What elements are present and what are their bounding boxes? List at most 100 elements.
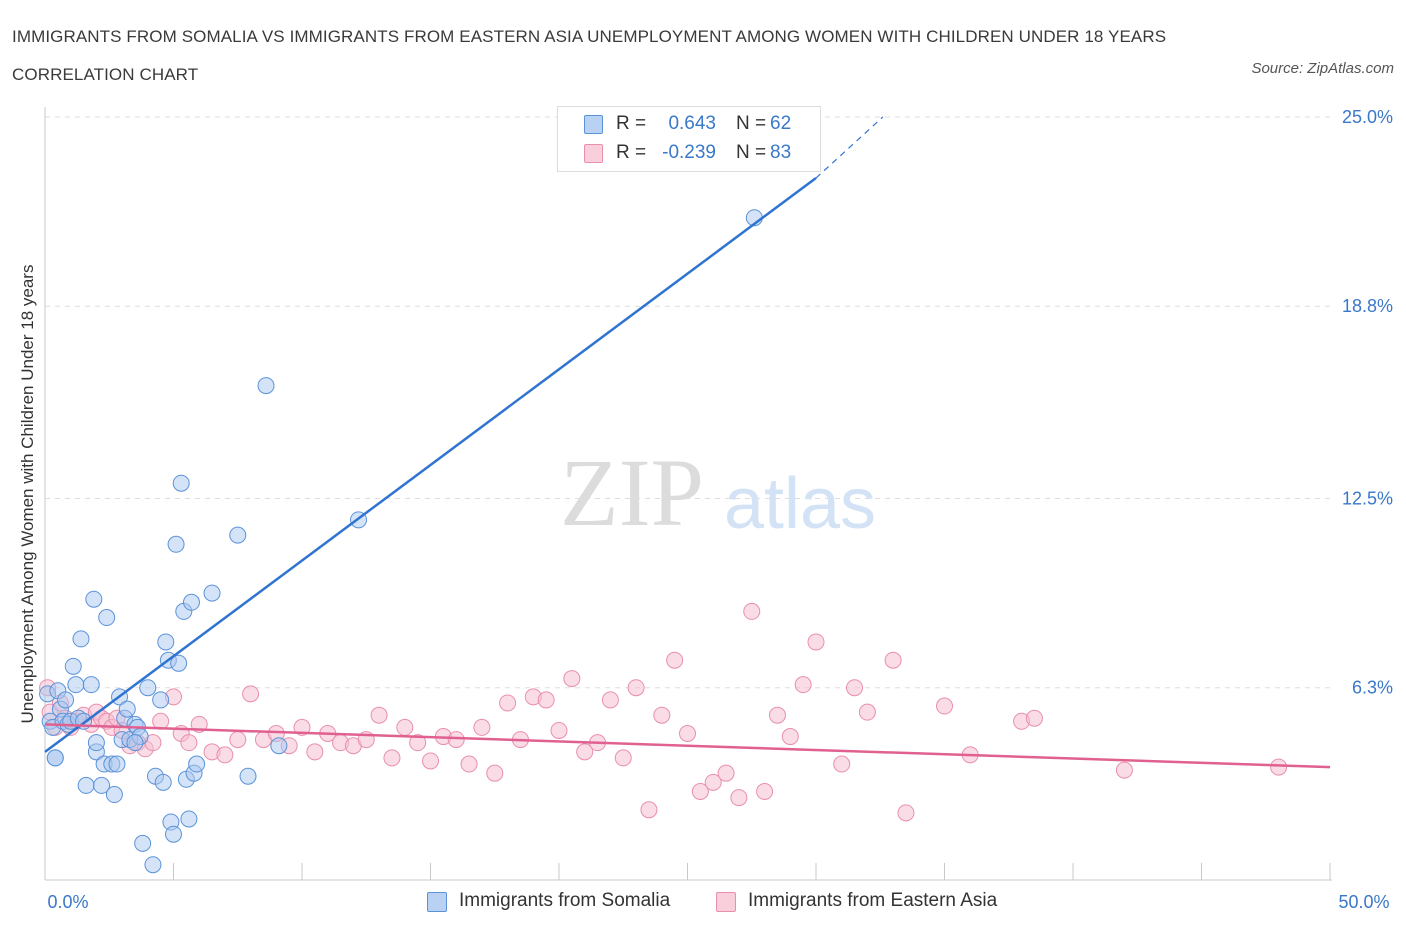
easia-point bbox=[242, 685, 260, 703]
legend-item-easia: Immigrants from Eastern Asia bbox=[716, 889, 1026, 913]
easia-point bbox=[499, 694, 517, 712]
somalia-point bbox=[152, 691, 170, 709]
somalia-point bbox=[64, 657, 82, 675]
somalia-point bbox=[87, 734, 105, 752]
y-tick-labels: 6.3% 12.5% 18.8% 25.0% bbox=[1342, 107, 1393, 698]
stats-legend: R = 0.643 N = 62 R = -0.239 N = 83 bbox=[557, 106, 821, 172]
easia-point bbox=[794, 676, 812, 694]
legend-item-somalia: Immigrants from Somalia bbox=[427, 889, 697, 913]
easia-point bbox=[756, 782, 774, 800]
easia-point bbox=[473, 718, 491, 736]
easia-trend-line bbox=[44, 723, 1331, 769]
easia-point bbox=[396, 718, 414, 736]
x-tick-label-min: 0.0% bbox=[47, 892, 88, 912]
legend-label-easia: Immigrants from Eastern Asia bbox=[748, 890, 998, 911]
easia-point bbox=[216, 746, 234, 764]
easia-point bbox=[1115, 761, 1133, 779]
easia-point bbox=[653, 706, 671, 724]
somalia-point bbox=[172, 474, 190, 492]
watermark-zip: ZIP bbox=[560, 439, 704, 546]
easia-point bbox=[550, 721, 568, 739]
trend-lines bbox=[44, 116, 1331, 769]
somalia-points bbox=[39, 209, 763, 874]
somalia-point bbox=[154, 773, 172, 791]
legend-swatch-somalia bbox=[584, 115, 603, 134]
easia-point bbox=[768, 706, 786, 724]
legend-row-somalia: R = 0.643 N = 62 bbox=[558, 110, 820, 138]
easia-point bbox=[717, 764, 735, 782]
easia-point bbox=[846, 679, 864, 697]
y-tick-label: 18.8% bbox=[1342, 296, 1393, 316]
somalia-point bbox=[139, 679, 157, 697]
somalia-point bbox=[188, 755, 206, 773]
easia-point bbox=[691, 782, 709, 800]
easia-point bbox=[293, 718, 311, 736]
legend-n-label: N = bbox=[736, 142, 767, 163]
somalia-point bbox=[82, 676, 100, 694]
watermark-atlas: atlas bbox=[724, 464, 876, 544]
legend-r-label: R = bbox=[616, 113, 647, 134]
legend-n-label: N = bbox=[736, 113, 767, 134]
somalia-point bbox=[167, 535, 185, 553]
somalia-point bbox=[105, 786, 123, 804]
legend-swatch-somalia bbox=[427, 892, 447, 912]
easia-point bbox=[1270, 758, 1288, 776]
easia-point bbox=[576, 743, 594, 761]
x-tick-label-max: 50.0% bbox=[1338, 892, 1389, 912]
easia-point bbox=[833, 755, 851, 773]
easia-point bbox=[730, 789, 748, 807]
somalia-point bbox=[46, 749, 64, 767]
somalia-point bbox=[180, 810, 198, 828]
somalia-point bbox=[270, 737, 288, 755]
somalia-point bbox=[67, 676, 85, 694]
easia-point bbox=[409, 734, 427, 752]
easia-point bbox=[666, 651, 684, 669]
somalia-point bbox=[85, 590, 103, 608]
easia-point bbox=[858, 703, 876, 721]
legend-r-label: R = bbox=[616, 142, 647, 163]
somalia-point bbox=[170, 654, 188, 672]
easia-point bbox=[460, 755, 478, 773]
somalia-point bbox=[72, 630, 90, 648]
y-tick-label: 6.3% bbox=[1352, 678, 1393, 698]
somalia-point bbox=[257, 377, 275, 395]
chart-title: IMMIGRANTS FROM SOMALIA VS IMMIGRANTS FR… bbox=[12, 27, 1167, 84]
easia-point bbox=[383, 749, 401, 767]
legend-r-value: -0.239 bbox=[662, 142, 716, 163]
somalia-point bbox=[134, 834, 152, 852]
somalia-point bbox=[157, 633, 175, 651]
somalia-point bbox=[182, 593, 200, 611]
legend-n-value: 62 bbox=[770, 113, 792, 134]
easia-point bbox=[627, 679, 645, 697]
somalia-point bbox=[203, 584, 221, 602]
legend-swatch-easia bbox=[584, 144, 603, 163]
gridlines bbox=[45, 116, 1330, 689]
easia-point bbox=[936, 697, 953, 715]
easia-point bbox=[704, 773, 722, 791]
somalia-point bbox=[98, 609, 116, 627]
somalia-point bbox=[126, 734, 144, 752]
easia-point bbox=[180, 734, 198, 752]
easia-point bbox=[601, 691, 619, 709]
easia-point bbox=[807, 633, 825, 651]
y-axis-label: Unemployment Among Women with Children U… bbox=[18, 265, 37, 724]
easia-point bbox=[229, 731, 247, 749]
easia-point bbox=[537, 691, 555, 709]
easia-point bbox=[884, 651, 902, 669]
easia-point bbox=[614, 749, 632, 767]
somalia-point bbox=[239, 767, 257, 785]
easia-point bbox=[563, 670, 581, 688]
easia-points bbox=[39, 602, 1288, 822]
somalia-point bbox=[108, 755, 126, 773]
easia-point bbox=[640, 801, 658, 819]
somalia-point bbox=[57, 691, 75, 709]
legend-n-value: 83 bbox=[770, 142, 792, 163]
somalia-point bbox=[93, 776, 111, 794]
easia-point bbox=[743, 602, 761, 620]
legend-label-somalia: Immigrants from Somalia bbox=[459, 890, 671, 911]
easia-point bbox=[306, 743, 324, 761]
somalia-point bbox=[144, 856, 162, 874]
somalia-trend-line bbox=[44, 177, 817, 753]
somalia-trend-extension bbox=[815, 116, 884, 179]
